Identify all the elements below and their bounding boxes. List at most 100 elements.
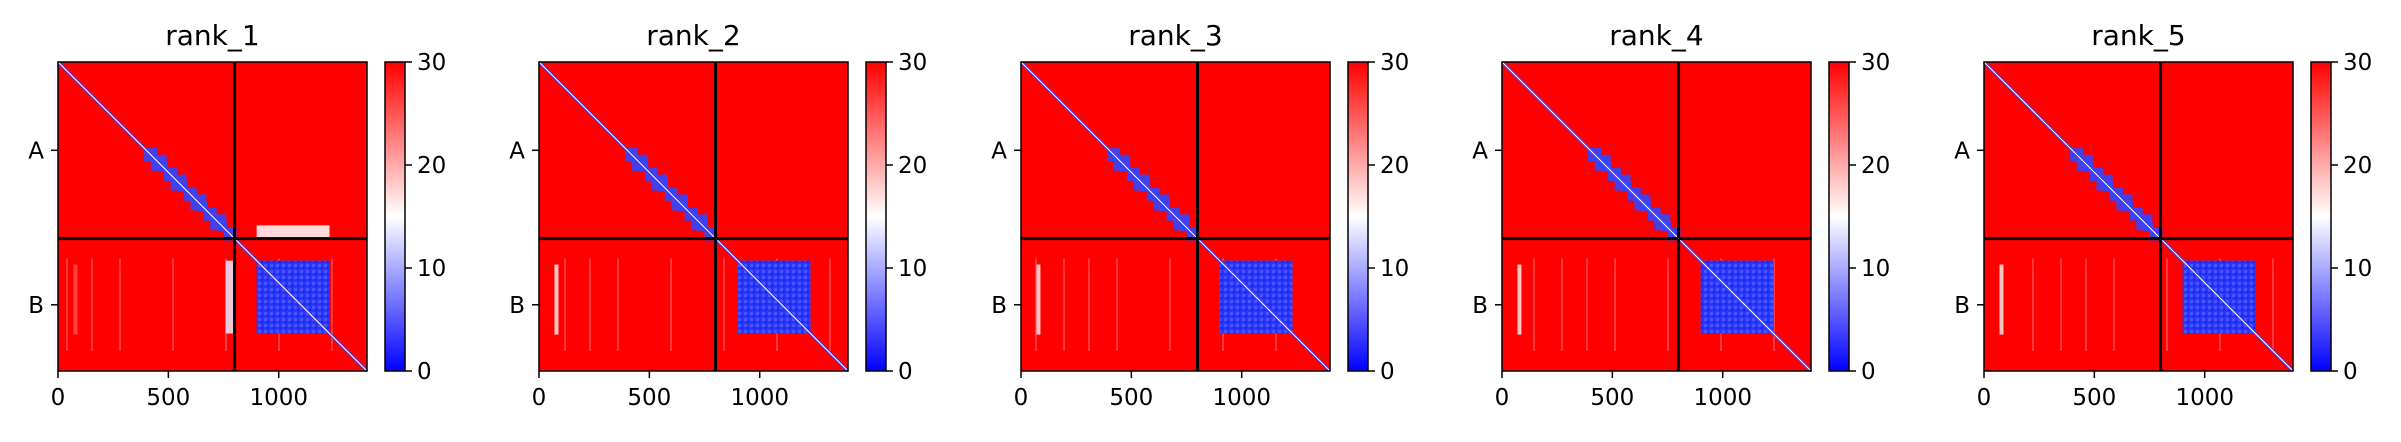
colorbar-tick-label: 10 — [417, 256, 446, 282]
chain-label: A — [509, 138, 525, 164]
heatmap-streak — [670, 258, 672, 351]
colorbar-tick-label: 10 — [1380, 256, 1409, 282]
panel-rank_1: rank_1 0 500 1000 A B 0 10 20 30 — [28, 19, 446, 411]
heatmap-streak — [1035, 258, 1037, 351]
panel-title: rank_3 — [1128, 19, 1222, 52]
heatmap-streak — [1999, 264, 2004, 335]
colorbar-tick-label: 30 — [1380, 50, 1409, 76]
colorbar-tick-label: 30 — [1861, 50, 1890, 76]
heatmap-streak — [1063, 258, 1065, 351]
heatmap-streak — [589, 258, 591, 351]
heatmap-interface-band — [225, 260, 236, 334]
heatmap-streak — [2166, 258, 2168, 351]
colorbar-tick-label: 0 — [898, 359, 913, 385]
heatmap-streak — [1036, 264, 1041, 335]
heatmap-diagonal-highlight — [1020, 61, 1331, 372]
heatmap-streak — [2060, 258, 2062, 351]
colorbar — [865, 61, 887, 372]
x-tick-label: 1000 — [730, 385, 789, 411]
panel-frame — [1020, 61, 1331, 372]
panel-title: rank_1 — [165, 19, 259, 52]
x-tick-label: 500 — [1590, 385, 1634, 411]
heatmap-streak — [66, 258, 68, 351]
colorbar-tick-label: 20 — [1380, 153, 1409, 179]
chain-label: B — [1472, 293, 1488, 319]
heatmap-streak — [331, 258, 333, 351]
heatmap-streak — [73, 264, 78, 335]
heatmap-diagonal-highlight — [1501, 61, 1812, 372]
chain-label: A — [28, 138, 44, 164]
colorbar — [384, 61, 406, 372]
colorbar-tick-label: 0 — [1861, 359, 1876, 385]
panel-rank_2: rank_2 0 500 1000 A B 0 10 20 30 — [509, 19, 927, 411]
panel-rank_5: rank_5 0 500 1000 A B 0 10 20 30 — [1954, 19, 2372, 411]
x-tick-label: 0 — [51, 385, 66, 411]
x-tick-label: 0 — [532, 385, 547, 411]
heatmap-streak — [554, 264, 559, 335]
colorbar-tick-label: 30 — [417, 50, 446, 76]
colorbar-tick-label: 10 — [1861, 256, 1890, 282]
panel-title: rank_2 — [646, 19, 740, 52]
x-tick-label: 1000 — [1693, 385, 1752, 411]
heatmap-streak — [172, 258, 174, 351]
x-tick-label: 500 — [146, 385, 190, 411]
heatmap-streak — [2032, 258, 2034, 351]
panel-rank_4: rank_4 0 500 1000 A B 0 10 20 30 — [1472, 19, 1890, 411]
heatmap-streak — [1667, 258, 1669, 351]
chain-label: B — [991, 293, 1007, 319]
x-tick-label: 1000 — [2175, 385, 2234, 411]
heatmap-interface-band — [256, 225, 330, 238]
x-tick-label: 0 — [1014, 385, 1029, 411]
panel-frame — [57, 61, 368, 372]
heatmap-streak — [1773, 258, 1775, 351]
colorbar-tick-label: 10 — [898, 256, 927, 282]
panel-frame — [538, 61, 849, 372]
chain-label: A — [1472, 138, 1488, 164]
heatmap-streak — [723, 258, 725, 351]
colorbar — [1828, 61, 1850, 372]
colorbar-tick-label: 20 — [898, 153, 927, 179]
colorbar-tick-label: 20 — [417, 153, 446, 179]
chain-label: A — [991, 138, 1007, 164]
heatmap-streak — [1561, 258, 1563, 351]
heatmap-streak — [2272, 258, 2274, 351]
x-tick-label: 500 — [2072, 385, 2116, 411]
panel-frame — [1983, 61, 2294, 372]
heatmap-streak — [1586, 258, 1588, 351]
heatmap-streak — [1517, 264, 1522, 335]
x-tick-label: 500 — [627, 385, 671, 411]
colorbar-tick-label: 30 — [2343, 50, 2372, 76]
x-tick-label: 500 — [1109, 385, 1153, 411]
chain-label: B — [509, 293, 525, 319]
heatmap-streak — [91, 258, 93, 351]
colorbar-tick-label: 10 — [2343, 256, 2372, 282]
heatmap-streak — [1169, 258, 1171, 351]
heatmap-streak — [1116, 258, 1118, 351]
heatmap-streak — [1533, 258, 1535, 351]
panel-rank_3: rank_3 0 500 1000 A B 0 10 20 30 — [991, 19, 1409, 411]
colorbar-tick-label: 0 — [417, 359, 432, 385]
colorbar — [1347, 61, 1369, 372]
x-tick-label: 0 — [1495, 385, 1510, 411]
heatmap-streak — [564, 258, 566, 351]
heatmap-streak — [1088, 258, 1090, 351]
heatmap-streak — [617, 258, 619, 351]
colorbar — [2310, 61, 2332, 372]
heatmap-diagonal-highlight — [1983, 61, 2294, 372]
colorbar-tick-label: 30 — [898, 50, 927, 76]
x-tick-label: 1000 — [249, 385, 308, 411]
heatmap-streak — [2085, 258, 2087, 351]
chain-label: B — [28, 293, 44, 319]
heatmap-diagonal-highlight — [57, 61, 368, 372]
colorbar-tick-label: 0 — [1380, 359, 1395, 385]
panel-title: rank_5 — [2091, 19, 2185, 52]
colorbar-tick-label: 20 — [1861, 153, 1890, 179]
heatmap-streak — [119, 258, 121, 351]
colorbar-tick-label: 0 — [2343, 359, 2358, 385]
x-tick-label: 0 — [1977, 385, 1992, 411]
panel-title: rank_4 — [1609, 19, 1703, 52]
heatmap-streak — [829, 258, 831, 351]
chain-label: A — [1954, 138, 1970, 164]
